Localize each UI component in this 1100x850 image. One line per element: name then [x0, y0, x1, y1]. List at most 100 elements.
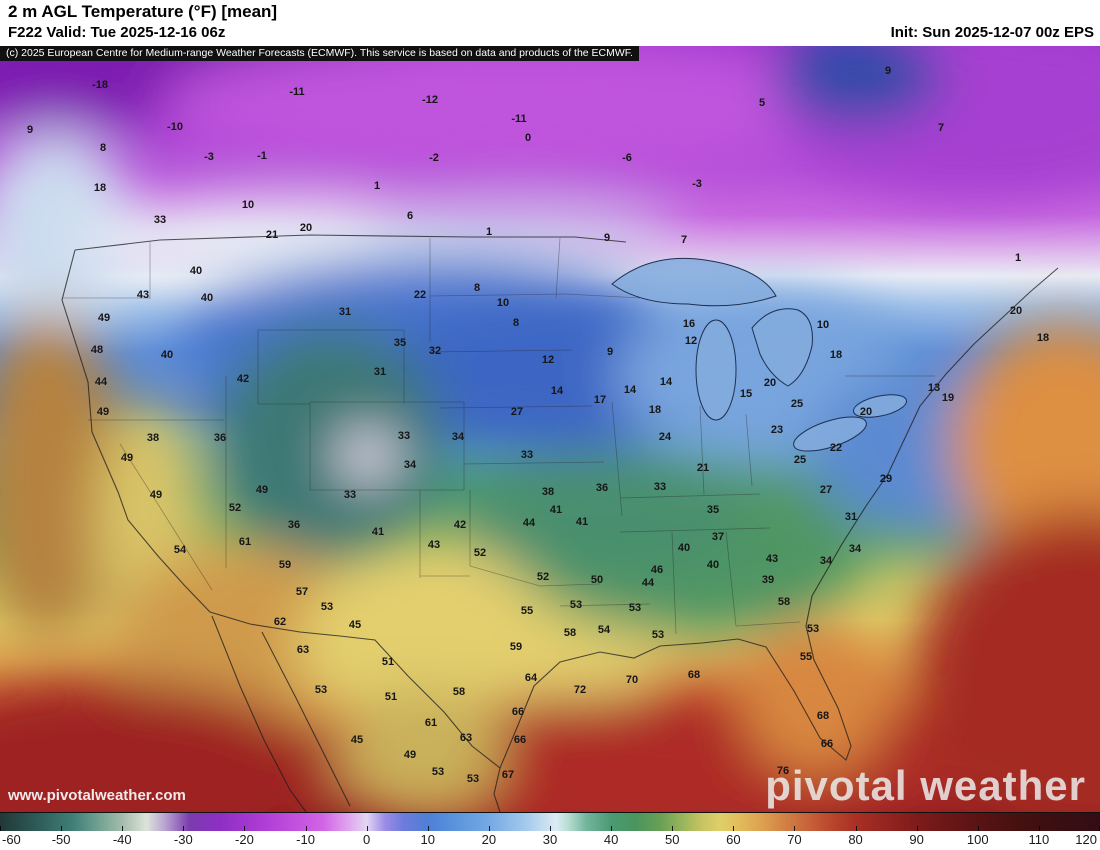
colorbar-tick-label: 100	[966, 832, 989, 847]
colorbar-tick-label: -10	[296, 832, 315, 847]
temp-label: 68	[687, 669, 701, 681]
temp-label: -11	[289, 86, 305, 98]
temp-label: 9	[26, 124, 34, 136]
temp-label: 36	[595, 482, 609, 494]
temp-label: 34	[819, 555, 833, 567]
temp-label: 34	[403, 459, 417, 471]
temp-label: 39	[761, 574, 775, 586]
temp-label: 6	[406, 210, 414, 222]
temp-label: 52	[473, 547, 487, 559]
temp-label: -12	[422, 94, 438, 106]
temp-label: 64	[524, 672, 538, 684]
temp-label: 42	[453, 519, 467, 531]
temp-label: 31	[373, 366, 387, 378]
temp-label: 7	[680, 234, 688, 246]
temp-label: 35	[706, 504, 720, 516]
watermark-brand: pivotal weather	[765, 762, 1086, 809]
colorbar-tick-label: 50	[664, 832, 680, 847]
temp-label: 21	[696, 462, 710, 474]
temp-label: 66	[513, 734, 527, 746]
temp-label: 49	[96, 406, 110, 418]
temp-label: 61	[424, 717, 438, 729]
temp-label: 20	[859, 406, 873, 418]
temp-label: 53	[466, 773, 480, 785]
colorbar-tick-mark	[122, 826, 124, 831]
temp-label: 67	[501, 769, 515, 781]
temp-label: 68	[816, 710, 830, 722]
temp-label: 51	[381, 656, 395, 668]
temp-label: 19	[941, 392, 955, 404]
temp-label: 12	[541, 354, 555, 366]
temp-label: -10	[167, 121, 183, 133]
map-canvas[interactable]: (c) 2025 European Centre for Medium-rang…	[0, 46, 1100, 812]
temp-label: 34	[848, 543, 862, 555]
colorbar-tick-mark	[183, 826, 185, 831]
temp-label: 51	[384, 691, 398, 703]
temp-label: 40	[677, 542, 691, 554]
colorbar-tick-label: 30	[542, 832, 558, 847]
temp-label: 33	[343, 489, 357, 501]
temp-label: 44	[641, 577, 655, 589]
temp-label: 40	[160, 349, 174, 361]
colorbar-tick-mark	[916, 826, 918, 831]
temp-label: 37	[711, 531, 725, 543]
temp-label: 0	[524, 132, 532, 144]
colorbar-tick-mark	[366, 826, 368, 831]
colorbar-tick-label: 20	[481, 832, 497, 847]
colorbar-tick-label: 10	[420, 832, 435, 847]
great-lakes	[611, 257, 907, 452]
temp-label: -3	[204, 151, 214, 163]
temp-label: 18	[93, 182, 107, 194]
colorbar-tick-mark	[427, 826, 429, 831]
temp-label: 16	[682, 318, 696, 330]
temp-label: 18	[648, 404, 662, 416]
temp-label: 38	[541, 486, 555, 498]
temp-label: 17	[593, 394, 607, 406]
temp-label: 53	[806, 623, 820, 635]
temp-label: 43	[136, 289, 150, 301]
colorbar-tick-label: 40	[603, 832, 619, 847]
temp-label: 63	[296, 644, 310, 656]
colorbar-tick-mark	[488, 826, 490, 831]
temp-label: 1	[373, 180, 381, 192]
temp-label: 43	[765, 553, 779, 565]
temp-label: 8	[512, 317, 520, 329]
temp-label: 25	[790, 398, 804, 410]
temp-label: 59	[509, 641, 523, 653]
colorbar-tick-label: -30	[173, 832, 193, 847]
colorbar-tick-label: 70	[787, 832, 802, 847]
temp-label: -2	[429, 152, 439, 164]
temp-label: 54	[173, 544, 187, 556]
temp-label: 55	[520, 605, 534, 617]
temp-label: 42	[236, 373, 250, 385]
temp-label: 41	[371, 526, 385, 538]
temp-label: 9	[884, 65, 892, 77]
temp-label: 33	[397, 430, 411, 442]
temp-label: 33	[520, 449, 534, 461]
temp-label: 53	[314, 684, 328, 696]
temp-label: 31	[338, 306, 352, 318]
temp-label: 20	[1009, 305, 1023, 317]
colorbar-tick-label: 0	[363, 832, 371, 847]
temp-label: 66	[820, 738, 834, 750]
temp-label: 53	[320, 601, 334, 613]
colorbar-gradient	[0, 812, 1100, 831]
temp-label: 21	[265, 229, 279, 241]
temp-label: 1	[485, 226, 493, 238]
temp-label: -18	[92, 79, 108, 91]
colorbar-tick-mark	[1038, 826, 1040, 831]
temp-label: 27	[510, 406, 524, 418]
colorbar-tick-mark	[550, 826, 551, 831]
temp-label: 58	[452, 686, 466, 698]
temp-label: 45	[350, 734, 364, 746]
temp-label: 54	[597, 624, 611, 636]
temp-label: 76	[776, 765, 790, 777]
temp-label: 57	[295, 586, 309, 598]
temp-label: 8	[473, 282, 481, 294]
temp-label: 40	[706, 559, 720, 571]
temp-label: -1	[257, 150, 267, 162]
temp-label: 63	[459, 732, 473, 744]
temp-label: -6	[622, 152, 632, 164]
temperature-colorbar: -60 -50 -40 -30 -20 -10 0 10 20 30 40 50 60 70 80 90 100…	[0, 812, 1100, 850]
temp-label: 53	[431, 766, 445, 778]
